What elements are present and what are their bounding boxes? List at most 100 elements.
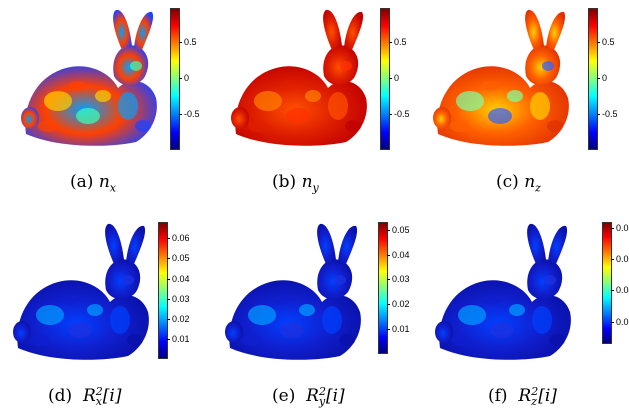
panel-b: 0.5 0 -0.5 (228, 6, 418, 156)
colorbar-tick-label: 0.03 (392, 274, 410, 285)
surface-patch (542, 61, 554, 71)
caption-a-sub: x (109, 181, 116, 195)
caption-c-label: (c) (496, 172, 519, 192)
surface-patch (286, 108, 310, 124)
bunny-tail (21, 107, 39, 129)
caption-c-sub: z (535, 181, 541, 195)
caption-a-var: n (98, 172, 110, 192)
colorbar-tick-mark (597, 41, 600, 43)
colorbar-tick-mark (167, 258, 170, 260)
bunny-tail (435, 321, 453, 343)
bunny-body (17, 280, 149, 360)
surface-patch (532, 306, 552, 334)
colorbar-tick-mark (167, 238, 170, 240)
colorbar-tick-label: 0 (394, 73, 400, 83)
bunny-right-ear (134, 11, 154, 50)
surface-patch (328, 92, 348, 120)
surface-patch (122, 275, 134, 285)
bunny-left-ear (113, 9, 132, 50)
caption-d-sub: x (95, 394, 102, 408)
bunny-tail (433, 107, 451, 129)
colorbar-tick-label: 0.04 (616, 285, 629, 296)
caption-f-var: R (518, 386, 532, 406)
colorbar-tick-label: 0 (602, 73, 608, 83)
surface-patch (248, 120, 268, 132)
bunny-tail (231, 107, 249, 129)
caption-e-var: R (306, 386, 319, 406)
colorbar-tick-label: 0.05 (172, 253, 190, 264)
caption-d: (d) R 2 x [i] (48, 386, 121, 407)
colorbar-tick-mark (611, 228, 614, 229)
surface-patch (507, 90, 523, 102)
surface-patch (95, 90, 111, 102)
colorbar-tick-label: 0.04 (392, 249, 410, 260)
bunny-body (235, 66, 367, 146)
caption-b-sub: y (312, 181, 319, 195)
colorbar-tick-mark (387, 303, 390, 305)
colorbar-tick-mark (611, 290, 614, 292)
bunny-right-ear (126, 225, 146, 264)
colorbar-tick-mark (179, 114, 182, 116)
surface-patch (36, 305, 64, 325)
surface-patch (458, 305, 486, 325)
colorbar-c (588, 8, 598, 150)
colorbar-tick-label: 0.08 (616, 223, 629, 233)
caption-f: (f) R 2 z [i] (488, 386, 557, 407)
panel-e: 0.05 0.04 0.03 0.02 0.01 (222, 220, 412, 370)
bunny-render-e (225, 223, 361, 360)
surface-patch (279, 81, 297, 91)
colorbar-b (380, 8, 390, 150)
colorbar-tick-mark (167, 278, 170, 280)
bunny-right-ear (344, 11, 364, 50)
panel-a: 0.5 0 -0.5 (18, 6, 208, 156)
caption-f-sup: 2 (531, 384, 539, 398)
colorbar-tick-label: -0.5 (394, 109, 410, 120)
colorbar-tick-mark (389, 78, 392, 79)
caption-d-var: R (82, 386, 96, 406)
surface-patch (340, 61, 352, 71)
caption-e: (e) R 2 y [i] (272, 386, 345, 407)
bunny-left-ear (525, 9, 544, 50)
surface-patch (452, 334, 472, 346)
caption-c: (c) nz (496, 172, 541, 198)
surface-patch (273, 295, 291, 305)
colorbar-tick-mark (179, 41, 182, 43)
bunny-body (25, 66, 157, 146)
caption-f-suffix: [i] (538, 386, 557, 406)
caption-b-var: n (301, 172, 313, 192)
bunny-left-ear (323, 9, 342, 50)
colorbar-tick-mark (611, 259, 614, 261)
surface-patch (456, 91, 484, 111)
bunny-right-ear (338, 225, 358, 264)
colorbar-e (378, 222, 388, 354)
caption-d-label: (d) (48, 386, 73, 406)
colorbar-tick-mark (387, 254, 390, 256)
bunny-right-ear (546, 11, 566, 50)
colorbar-tick-label: 0.02 (172, 314, 190, 325)
bunny-left-ear (105, 223, 124, 264)
bunny-render-f (435, 223, 571, 360)
panel-c: 0.5 0 -0.5 (430, 6, 620, 156)
colorbar-f (602, 222, 612, 344)
surface-patch (345, 120, 361, 132)
bunny-body (437, 66, 569, 146)
colorbar-tick-label: 0.5 (602, 36, 615, 47)
colorbar-tick-label: 0.5 (184, 36, 197, 47)
colorbar-tick-label: 0.06 (172, 233, 190, 244)
bunny-left-ear (527, 223, 546, 264)
colorbar-tick-label: -0.5 (184, 109, 200, 120)
colorbar-tick-mark (179, 78, 182, 79)
bunny-right-ear (548, 225, 568, 264)
surface-patch (135, 120, 151, 132)
colorbar-tick-mark (167, 298, 170, 300)
bunny-render-c (433, 9, 569, 146)
colorbar-tick-label: 0.5 (394, 36, 407, 47)
colorbar-tick-mark (167, 339, 170, 341)
surface-patch (299, 304, 315, 316)
panel-d: 0.06 0.05 0.04 0.03 0.02 0.01 (10, 220, 200, 370)
caption-d-sup: 2 (95, 384, 103, 398)
colorbar-tick-mark (389, 114, 392, 116)
colorbar-tick-label: 0 (184, 73, 190, 83)
bunny-tail (225, 321, 243, 343)
surface-patch (490, 322, 514, 338)
